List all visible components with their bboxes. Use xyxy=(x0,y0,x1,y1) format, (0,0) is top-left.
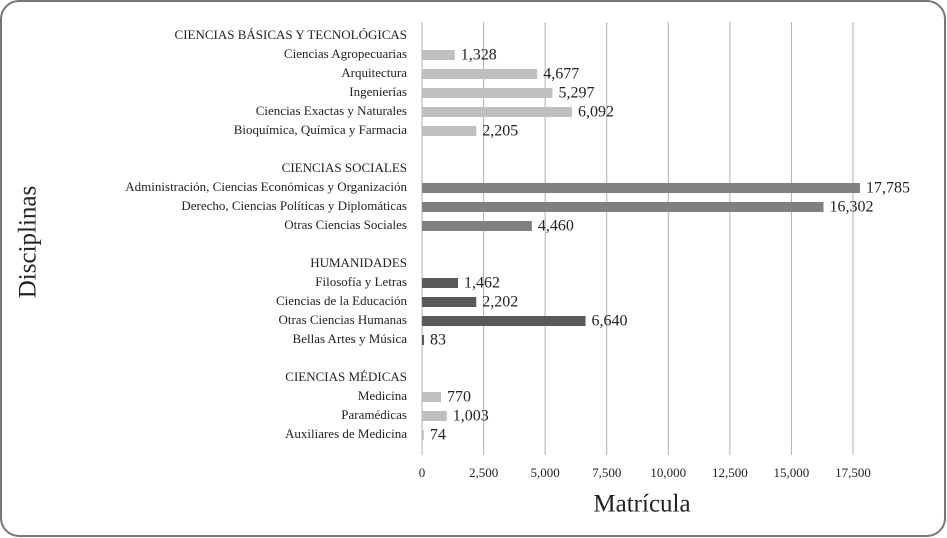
y-tick-label: Medicina xyxy=(358,388,407,403)
bar xyxy=(422,88,553,98)
value-label: 770 xyxy=(447,389,471,406)
bar xyxy=(422,278,459,288)
bar xyxy=(422,202,824,212)
bar xyxy=(422,221,532,231)
y-tick-label: Bioquímica, Química y Farmacia xyxy=(234,122,408,137)
bar xyxy=(422,126,477,136)
value-label: 83 xyxy=(430,332,446,349)
y-tick-label: Ingenierías xyxy=(349,84,407,99)
value-label: 6,092 xyxy=(578,104,614,121)
y-tick-label: Ciencias de la Educación xyxy=(276,293,408,308)
value-label: 16,302 xyxy=(829,199,873,216)
value-label: 1,328 xyxy=(461,47,497,64)
bar xyxy=(422,107,573,117)
y-tick-label: Filosofía y Letras xyxy=(315,274,407,289)
x-tick-label: 0 xyxy=(419,465,426,480)
value-label: 6,640 xyxy=(592,313,628,330)
bar xyxy=(422,297,477,307)
value-label: 4,677 xyxy=(543,66,579,83)
y-tick-label: Otras Ciencias Humanas xyxy=(278,312,407,327)
x-tick-label: 17,500 xyxy=(835,465,871,480)
x-axis-label: Matrícula xyxy=(593,491,690,518)
group-label: CIENCIAS SOCIALES xyxy=(282,160,407,175)
bar xyxy=(422,411,447,421)
bar xyxy=(422,335,425,345)
y-tick-label: Paramédicas xyxy=(341,407,407,422)
bar xyxy=(422,183,861,193)
value-label: 17,785 xyxy=(866,180,910,197)
y-tick-label: Otras Ciencias Sociales xyxy=(284,217,407,232)
group-label: CIENCIAS MÉDICAS xyxy=(285,369,407,384)
value-label: 5,297 xyxy=(558,85,594,102)
x-tick-label: 10,000 xyxy=(650,465,686,480)
y-tick-label: Derecho, Ciencias Políticas y Diplomátic… xyxy=(181,198,407,213)
y-tick-label: Bellas Artes y Música xyxy=(293,331,408,346)
y-axis-label: Disciplinas xyxy=(15,186,42,299)
value-label: 74 xyxy=(430,427,446,444)
bar xyxy=(422,50,455,60)
value-label: 2,205 xyxy=(482,123,518,140)
x-tick-label: 2,500 xyxy=(469,465,498,480)
y-tick-label: Ciencias Agropecuarias xyxy=(284,46,407,61)
x-tick-label: 15,000 xyxy=(774,465,810,480)
bar xyxy=(422,392,441,402)
bar xyxy=(422,430,424,440)
x-tick-label: 5,000 xyxy=(531,465,560,480)
x-tick-label: 7,500 xyxy=(592,465,621,480)
value-label: 4,460 xyxy=(538,218,574,235)
y-tick-label: Arquitectura xyxy=(341,65,407,80)
y-tick-label: Ciencias Exactas y Naturales xyxy=(256,103,407,118)
y-tick-label: Administración, Ciencias Económicas y Or… xyxy=(125,179,407,194)
bar xyxy=(422,69,538,79)
group-label: CIENCIAS BÁSICAS Y TECNOLÓGICAS xyxy=(175,27,407,42)
value-label: 2,202 xyxy=(482,294,518,311)
value-label: 1,003 xyxy=(453,408,489,425)
bar xyxy=(422,316,586,326)
y-tick-label: Auxiliares de Medicina xyxy=(285,426,407,441)
x-tick-label: 12,500 xyxy=(712,465,748,480)
value-label: 1,462 xyxy=(464,275,500,292)
group-label: HUMANIDADES xyxy=(310,255,407,270)
